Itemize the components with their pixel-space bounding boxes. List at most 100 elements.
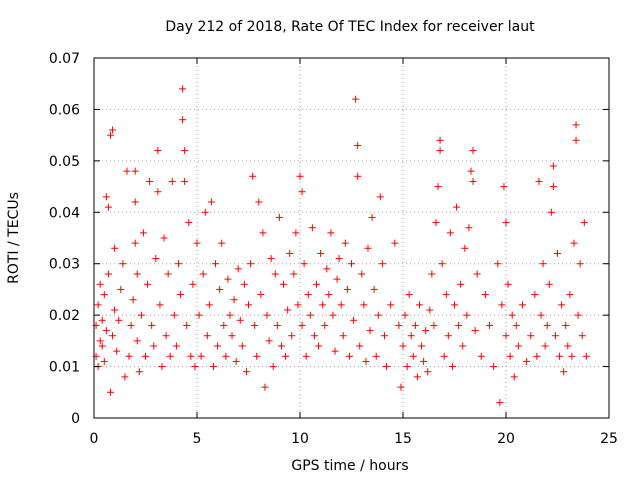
data-point [564,342,572,350]
y-tick-label: 0.07 [49,51,80,67]
data-point [96,280,104,288]
data-point [329,311,337,319]
x-tick-label: 5 [193,431,202,447]
data-point [288,332,296,340]
data-point [207,198,215,206]
data-point [418,342,426,350]
data-point [436,147,444,155]
data-point [257,291,265,299]
data-point [341,239,349,247]
data-point [280,280,288,288]
data-point [413,373,421,381]
data-point [308,224,316,232]
data-point [500,183,508,191]
data-point [113,347,121,355]
y-tick-label: 0.05 [49,154,80,170]
data-point [209,363,217,371]
data-point [498,301,506,309]
data-point [310,332,318,340]
data-point [354,172,362,180]
x-tick-label: 10 [291,431,309,447]
data-point [327,229,335,237]
data-point [162,332,170,340]
chart-title: Day 212 of 2018, Rate Of TEC Index for r… [165,19,535,35]
data-point [275,213,283,221]
data-point [296,172,304,180]
data-point [580,219,588,227]
data-point [121,373,129,381]
data-point [185,219,193,227]
data-point [304,291,312,299]
data-point [170,311,178,319]
data-point [183,321,191,329]
data-point [111,244,119,252]
data-point [181,147,189,155]
data-point [96,337,104,345]
data-point [537,311,545,319]
data-point [238,342,246,350]
data-point [300,260,308,268]
data-point [376,193,384,201]
data-point [422,327,430,335]
data-point [282,352,290,360]
data-point [383,363,391,371]
data-point [467,167,475,175]
data-point [236,316,244,324]
data-point [496,399,504,407]
data-point [100,291,108,299]
data-point [117,285,125,293]
data-point [129,296,137,304]
data-point [298,321,306,329]
data-point [570,239,578,247]
data-point [232,357,240,365]
grid [94,58,609,418]
data-point [451,301,458,309]
data-point [265,337,273,345]
data-point [119,260,127,268]
data-point [251,321,259,329]
data-point [152,255,160,263]
data-point [179,116,187,124]
data-point [572,136,580,144]
data-point [434,183,442,191]
data-point [133,270,141,278]
data-point [104,270,112,278]
data-point [502,219,510,227]
data-point [368,213,376,221]
plot-frame [93,57,610,419]
data-point [240,280,248,288]
data-point [226,311,234,319]
data-point [527,332,535,340]
data-point [426,306,434,314]
data-point [411,321,419,329]
y-tick-label: 0.06 [49,102,80,118]
data-point [131,198,139,206]
data-point [284,306,292,314]
data-point [358,270,366,278]
data-point [582,352,590,360]
data-points [92,85,590,407]
data-point [249,172,257,180]
data-point [224,275,232,283]
data-point [366,327,374,335]
data-point [428,270,436,278]
data-point [220,321,228,329]
data-point [315,342,323,350]
data-point [312,280,320,288]
data-point [335,255,343,263]
data-point [504,280,512,288]
data-point [556,352,564,360]
data-point [187,352,195,360]
data-point [319,301,327,309]
data-point [345,352,353,360]
data-point [146,177,154,185]
data-point [337,301,345,309]
x-axis-label: GPS time / hours [291,458,408,474]
data-point [403,363,411,371]
data-point [469,177,477,185]
data-point [247,260,255,268]
data-point [321,321,329,329]
data-point [459,342,467,350]
data-point [415,301,423,309]
